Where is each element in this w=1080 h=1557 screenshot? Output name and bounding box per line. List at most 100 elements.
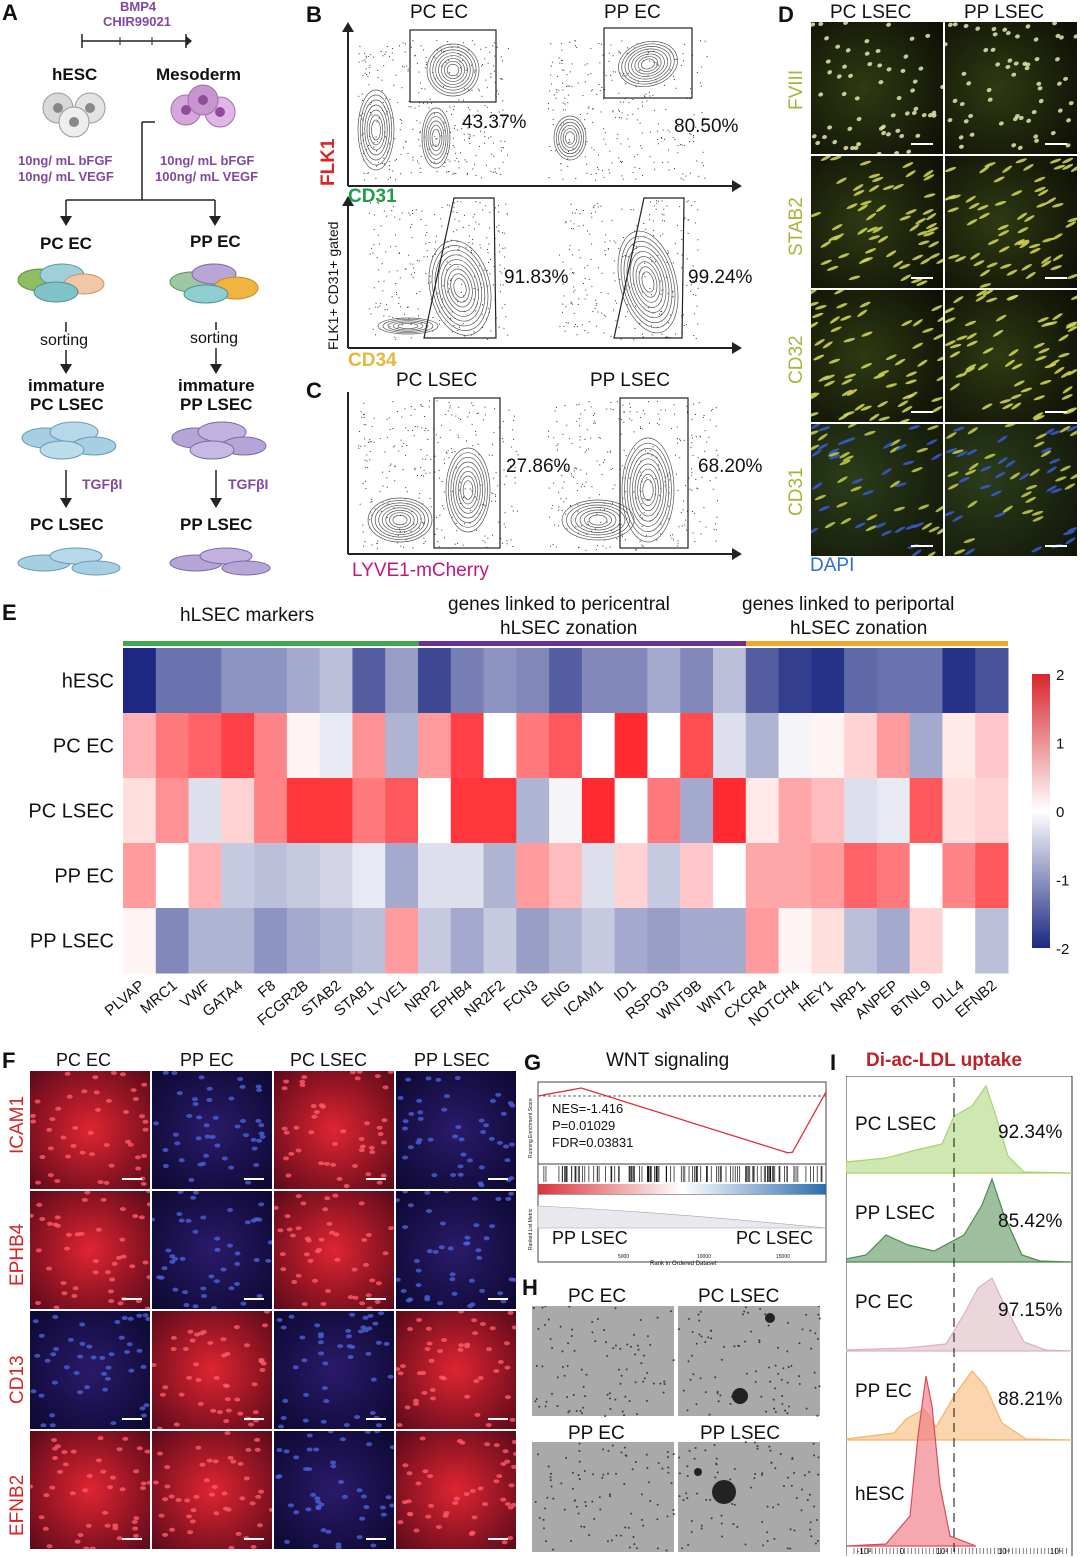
heatmap-cell — [975, 648, 1009, 714]
heatmap-cell — [647, 713, 681, 779]
e-group-markers: hLSEC markers — [180, 605, 315, 626]
f-tile — [152, 1191, 272, 1309]
heatmap-cell — [745, 778, 780, 844]
histogram — [846, 1375, 977, 1547]
heatmap-cell — [450, 908, 485, 974]
f-tile — [396, 1191, 516, 1309]
heatmap-cell — [123, 778, 157, 844]
d-row-fviii: FVIII — [786, 69, 807, 110]
heatmap-cell — [286, 908, 321, 974]
heatmap-cell — [516, 648, 550, 714]
heatmap-cell — [975, 843, 1009, 909]
hist-row-label: PP EC — [855, 1381, 912, 1402]
f-col-3: PC LSEC — [290, 1050, 368, 1070]
panel-a-diagram — [17, 34, 271, 576]
c-col-pc-lsec: PC LSEC — [396, 370, 478, 391]
panel-label-f: F — [2, 1048, 16, 1073]
heatmap-cell — [352, 843, 386, 909]
heatmap-cell — [811, 843, 845, 909]
heatmap-cell — [254, 713, 288, 779]
heatmap-cell — [221, 843, 255, 909]
d-col-pp-lsec: PP LSEC — [964, 2, 1044, 23]
heatmap-cell — [778, 843, 812, 909]
d-tile — [811, 290, 943, 422]
heatmap-cell — [942, 713, 976, 779]
f-col-2: PP EC — [180, 1050, 234, 1070]
heatmap-cell — [188, 778, 222, 844]
hist-row-label: PP LSEC — [855, 1203, 935, 1224]
e-group-periportal-2: hLSEC zonation — [790, 618, 928, 639]
heatmap-cell — [286, 778, 321, 844]
heatmap-cell — [549, 778, 583, 844]
heatmap-cell — [385, 648, 419, 714]
heatmap-cell — [942, 843, 976, 909]
heatmap-cell — [418, 648, 452, 714]
d-row-cd31: CD31 — [786, 467, 807, 516]
d-row-cd32: CD32 — [786, 335, 807, 384]
heatmap-cell — [483, 843, 517, 909]
ldl-histograms: -10³ 0 10³ 10⁴ 10⁵ — [846, 1076, 1073, 1556]
d-tile — [945, 424, 1077, 556]
heatmap-cell — [549, 843, 583, 909]
sem-image — [532, 1306, 674, 1416]
tgf-right: TGFβI — [228, 476, 269, 492]
left-condition-1: 10ng/ mL bFGF — [18, 153, 113, 168]
g-left-label: PP LSEC — [552, 1228, 628, 1248]
heatmap-cell — [811, 648, 845, 714]
heatmap-cell — [778, 778, 812, 844]
d-tile — [811, 22, 943, 154]
histogram — [846, 1277, 1073, 1352]
hist-xtick: 10⁴ — [998, 1547, 1011, 1556]
heatmap-cell — [549, 648, 583, 714]
panel-label-h: H — [522, 1275, 538, 1300]
heatmap-cell — [385, 778, 419, 844]
hist-xtick: 10⁵ — [1050, 1547, 1062, 1556]
hist-row-label: PC EC — [855, 1292, 914, 1313]
colorbar-tick: -1 — [1056, 873, 1069, 890]
heatmap-cell — [221, 908, 255, 974]
heatmap-cell — [188, 908, 222, 974]
heatmap-cell — [254, 648, 288, 714]
d-tile — [811, 424, 943, 556]
heatmap-cell — [680, 713, 714, 779]
colorbar-tick: 2 — [1056, 667, 1064, 684]
heatmap-cell — [286, 648, 321, 714]
heatmap-cell — [581, 908, 616, 974]
heatmap-cell — [844, 843, 878, 909]
right-condition-2: 100ng/ mL VEGF — [155, 169, 259, 184]
g-title: WNT signaling — [606, 1050, 730, 1071]
f-tile — [30, 1431, 150, 1549]
sorting-right: sorting — [190, 330, 239, 348]
f-image-grid — [30, 1071, 516, 1551]
heatmap-cell — [352, 648, 386, 714]
heatmap-cell — [581, 648, 616, 714]
g-right-label: PC LSEC — [736, 1228, 814, 1248]
heatmap-cell — [811, 713, 845, 779]
panel-label-a: A — [2, 0, 18, 25]
heatmap-row-label: PC LSEC — [28, 801, 114, 823]
h-label-3: PP EC — [568, 1423, 625, 1444]
b-top-ylabel: FLK1 — [318, 138, 339, 187]
f-tile — [30, 1311, 150, 1429]
heatmap-cell — [876, 778, 911, 844]
heatmap-cell — [778, 908, 812, 974]
h-label-1: PC EC — [568, 1286, 627, 1307]
heatmap-cell — [123, 713, 157, 779]
sem-images — [532, 1306, 821, 1552]
g-ylabel-top: Running Enrichment Score — [528, 1098, 534, 1158]
heatmap-cell — [614, 908, 648, 974]
heatmap-cell — [155, 908, 190, 974]
d-tile — [945, 156, 1077, 288]
immature-pp-2: PP LSEC — [180, 395, 253, 414]
heatmap-cell — [713, 843, 747, 909]
panel-label-c: C — [306, 378, 322, 403]
f-tile — [396, 1311, 516, 1429]
heatmap-cell — [844, 713, 878, 779]
e-group-periportal-1: genes linked to periportal — [742, 594, 955, 615]
heatmap-cell — [450, 778, 485, 844]
pc-ec-label: PC EC — [40, 234, 92, 253]
d-tile — [811, 156, 943, 288]
e-bar-markers — [123, 641, 419, 646]
gsea-plot — [537, 1081, 827, 1263]
hist-xtick: -10³ — [857, 1547, 872, 1556]
